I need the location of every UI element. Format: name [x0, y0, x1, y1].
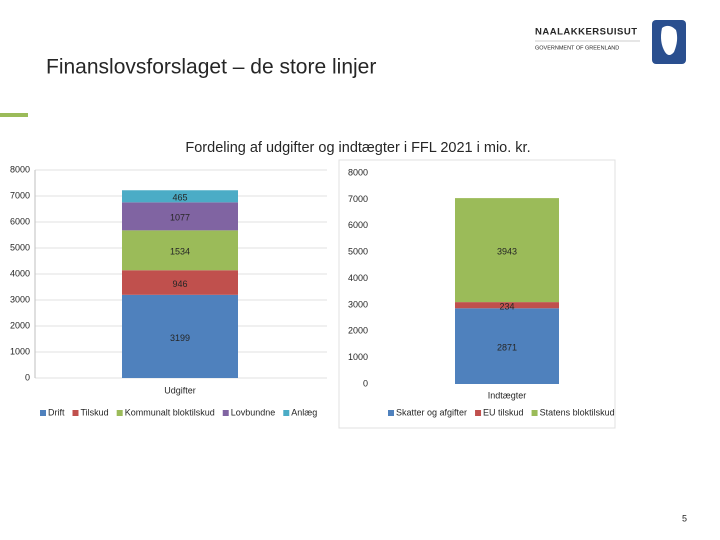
- legend-label: Skatter og afgifter: [396, 407, 467, 417]
- x-tick-label: Udgifter: [164, 385, 196, 395]
- bar-segment: [122, 230, 238, 271]
- legend-label: Statens bloktilskud: [540, 407, 615, 417]
- bar-segment: [455, 198, 559, 303]
- legend-swatch: [283, 410, 290, 416]
- logo-emblem: [652, 20, 686, 64]
- legend-label: Anlæg: [291, 407, 317, 417]
- data-label: 3943: [497, 246, 517, 256]
- data-label: 2871: [497, 343, 517, 353]
- data-label: 1077: [170, 213, 190, 223]
- legend-swatch: [116, 410, 123, 416]
- legend-swatch: [388, 410, 394, 416]
- data-label: 3199: [170, 333, 190, 343]
- y-tick-label: 4000: [10, 268, 30, 278]
- y-tick-label: 8000: [348, 167, 368, 177]
- chart-heading: Fordeling af udgifter og indtægter i FFL…: [185, 140, 530, 156]
- data-label: 1534: [170, 247, 190, 257]
- page-number: 5: [682, 513, 687, 523]
- legend-swatch: [40, 410, 46, 416]
- legend-label: Kommunalt bloktilskud: [125, 407, 215, 417]
- bar-segment: [122, 270, 238, 295]
- bar-segment: [122, 294, 238, 378]
- legend-label: Tilskud: [81, 407, 109, 417]
- accent-bar: [0, 113, 28, 117]
- y-tick-label: 1000: [10, 346, 30, 356]
- legend-label: Lovbundne: [231, 407, 276, 417]
- legend-swatch: [475, 410, 482, 416]
- y-tick-label: 5000: [10, 242, 30, 252]
- bar-segment: [455, 308, 559, 384]
- y-tick-label: 6000: [348, 220, 368, 230]
- slide-title: Finanslovsforslaget – de store linjer: [46, 56, 376, 79]
- data-label: 465: [172, 193, 187, 203]
- y-tick-label: 1000: [348, 352, 368, 362]
- y-tick-label: 4000: [348, 273, 368, 283]
- y-tick-label: 3000: [348, 299, 368, 309]
- data-label: 946: [172, 279, 187, 289]
- logo-sub: GOVERNMENT OF GREENLAND: [535, 45, 619, 51]
- bar-segment: [455, 302, 559, 309]
- legend-swatch: [531, 410, 538, 416]
- charts: 0 1000 2000 3000 4000 5000 6000 7000 8000 Udgifte…: [10, 164, 615, 417]
- chart-frame: [338, 159, 616, 429]
- y-tick-label: 7000: [10, 190, 30, 200]
- y-tick-label: 2000: [348, 326, 368, 336]
- y-tick-label: 7000: [348, 194, 368, 204]
- bar-segment: [122, 202, 238, 231]
- x-tick-label: Indtægter: [488, 390, 527, 400]
- y-tick-label: 6000: [10, 216, 30, 226]
- y-tick-label: 3000: [10, 294, 30, 304]
- y-tick-label: 8000: [10, 164, 30, 174]
- data-label: 234: [499, 302, 514, 312]
- y-tick-label: 2000: [10, 320, 30, 330]
- y-tick-label: 0: [363, 378, 368, 388]
- legend-label: EU tilskud: [483, 407, 524, 417]
- legend-swatch: [222, 410, 229, 416]
- y-tick-label: 0: [25, 372, 30, 382]
- bar-segment: [122, 190, 238, 203]
- logo-name: NAALAKKERSUISUT: [535, 27, 638, 38]
- legend-label: Drift: [48, 407, 65, 417]
- legend-swatch: [72, 410, 79, 416]
- y-tick-label: 5000: [348, 247, 368, 257]
